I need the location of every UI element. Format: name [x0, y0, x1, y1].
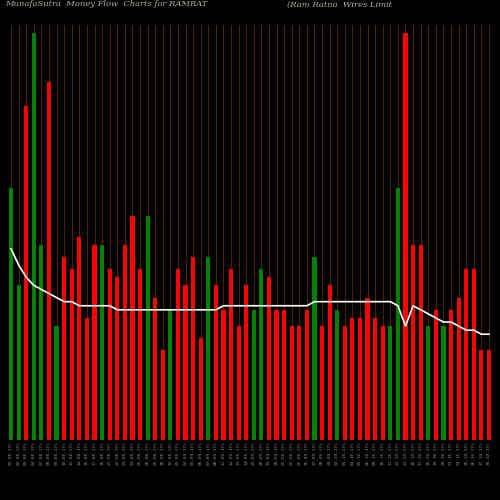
Bar [32, 33, 36, 440]
Bar [297, 326, 302, 440]
Bar [77, 236, 82, 440]
Bar [373, 318, 377, 440]
Bar [130, 216, 134, 440]
Bar [449, 310, 453, 440]
Bar [274, 310, 278, 440]
Bar [388, 326, 392, 440]
Bar [267, 278, 271, 440]
Bar [260, 269, 264, 440]
Bar [206, 257, 210, 440]
Bar [47, 82, 51, 440]
Bar [282, 310, 286, 440]
Bar [328, 286, 332, 440]
Bar [108, 269, 112, 440]
Bar [198, 338, 203, 440]
Bar [138, 269, 142, 440]
Text: (Ram Ratna  Wires Limit: (Ram Ratna Wires Limit [287, 0, 392, 8]
Bar [252, 310, 256, 440]
Bar [456, 298, 460, 440]
Bar [244, 286, 248, 440]
Bar [404, 33, 407, 440]
Bar [222, 310, 226, 440]
Bar [214, 286, 218, 440]
Bar [153, 298, 158, 440]
Bar [358, 318, 362, 440]
Bar [146, 216, 150, 440]
Bar [434, 310, 438, 440]
Bar [70, 269, 74, 440]
Bar [487, 350, 491, 440]
Bar [40, 244, 44, 440]
Bar [442, 326, 446, 440]
Bar [92, 244, 96, 440]
Bar [62, 257, 66, 440]
Bar [418, 244, 423, 440]
Bar [160, 350, 165, 440]
Bar [9, 188, 13, 440]
Bar [54, 326, 58, 440]
Bar [411, 244, 415, 440]
Bar [350, 318, 354, 440]
Bar [366, 298, 370, 440]
Bar [85, 318, 89, 440]
Bar [176, 269, 180, 440]
Bar [305, 310, 309, 440]
Bar [184, 286, 188, 440]
Bar [335, 310, 340, 440]
Bar [123, 244, 127, 440]
Bar [320, 326, 324, 440]
Bar [290, 326, 294, 440]
Bar [168, 310, 172, 440]
Text: MunafaSutra  Money Flow  Charts for RAMRAT: MunafaSutra Money Flow Charts for RAMRAT [5, 0, 207, 8]
Bar [115, 278, 119, 440]
Bar [342, 326, 347, 440]
Bar [100, 244, 104, 440]
Bar [426, 326, 430, 440]
Bar [24, 106, 28, 440]
Bar [464, 269, 468, 440]
Bar [472, 269, 476, 440]
Bar [480, 350, 484, 440]
Bar [312, 257, 316, 440]
Bar [191, 257, 195, 440]
Bar [229, 269, 233, 440]
Bar [236, 326, 240, 440]
Bar [16, 286, 20, 440]
Bar [380, 326, 385, 440]
Bar [396, 188, 400, 440]
